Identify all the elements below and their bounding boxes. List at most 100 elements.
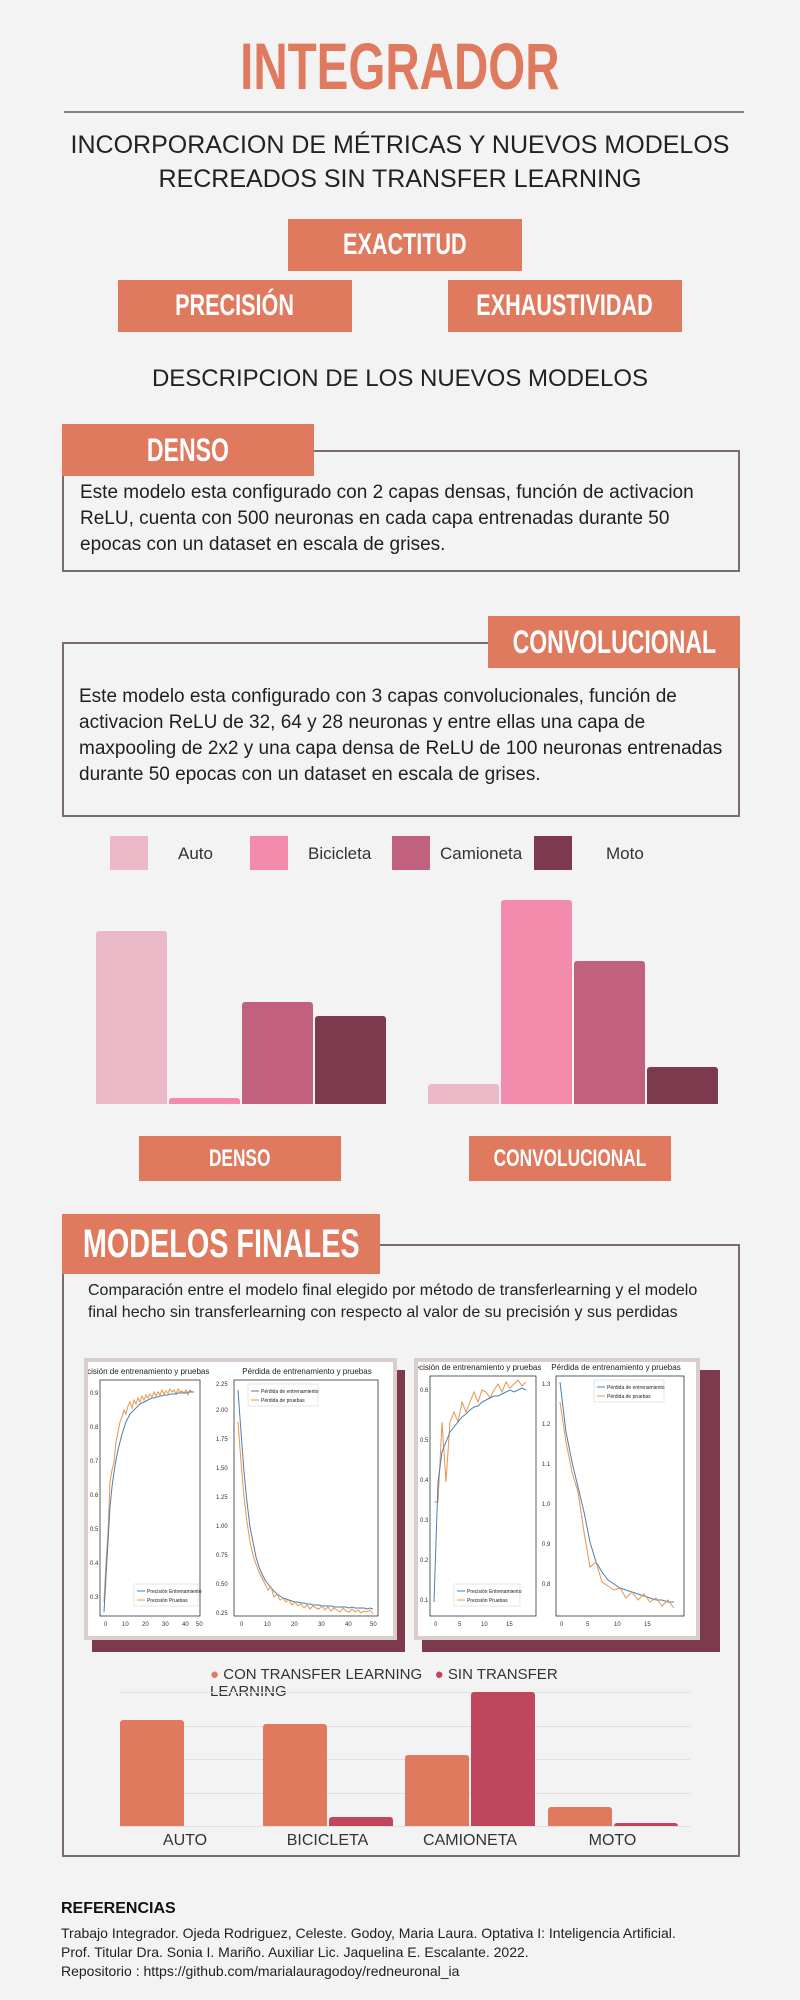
- loss2-xtick-0: 0: [560, 1622, 564, 1628]
- loss-xtick-10: 10: [264, 1622, 271, 1628]
- acc-tick-0-6: 0.6: [90, 1493, 99, 1499]
- convolucional-label: CONVOLUCIONAL: [488, 616, 740, 668]
- loss2-xtick-5: 5: [586, 1622, 590, 1628]
- loss2-legend-box: [593, 1379, 665, 1403]
- acc2-legend-box: [453, 1583, 521, 1607]
- modelos-finales-description: Comparación entre el modelo final elegid…: [88, 1282, 698, 1321]
- loss-xtick-30: 30: [318, 1622, 325, 1628]
- loss-legend-test: Pérdida de pruebas: [261, 1398, 305, 1404]
- legend-swatch-moto: [534, 836, 572, 870]
- loss-tick-1-50: 1.50: [216, 1466, 228, 1472]
- comparison-bar-chart: [120, 1692, 690, 1827]
- acc-tick-0-5: 0.5: [90, 1527, 99, 1533]
- loss-plot-axes-2: [555, 1375, 685, 1617]
- denso-description: Este modelo esta configurado con 2 capas…: [80, 482, 694, 555]
- acc-xtick-40: 40: [182, 1622, 189, 1628]
- comparison-category-auto: AUTO: [162, 1832, 208, 1849]
- loss2-xtick-15: 15: [644, 1622, 651, 1628]
- legend-label-bicicleta: Bicicleta: [308, 844, 372, 863]
- acc-legend-box: [133, 1583, 199, 1607]
- loss-test-line: [237, 1421, 374, 1615]
- loss-xtick-0: 0: [240, 1622, 244, 1628]
- loss2-tick-0-8: 0.8: [542, 1582, 551, 1588]
- loss-tick-0-75: 0.75: [216, 1553, 228, 1559]
- acc-plot-axes-2: [429, 1375, 537, 1617]
- convolucional-chart-label: CONVOLUCIONAL: [469, 1136, 671, 1181]
- acc-legend-test: Precisión Pruebas: [147, 1598, 188, 1604]
- convolucional-bar-bicicleta: [501, 900, 572, 1104]
- acc-tick-0-3: 0.3: [90, 1595, 99, 1601]
- acc-xtick-20: 20: [142, 1622, 149, 1628]
- plot-panel-no-transfer: Precisión de entrenamiento y pruebas Pér…: [407, 1358, 700, 1640]
- comparison-bar-camioneta-sin: [471, 1692, 535, 1826]
- comparison-category-moto: MOTO: [588, 1832, 637, 1849]
- comparison-legend: ● CON TRANSFER LEARNING ● SIN TRANSFER L…: [210, 1666, 610, 1700]
- loss2-train-line: [559, 1381, 674, 1603]
- legend-label-sin: SIN TRANSFER LEARNING: [210, 1666, 558, 1700]
- comparison-categories: AUTO BICICLETA CAMIONETA MOTO: [120, 1832, 690, 1854]
- title-divider: [64, 111, 744, 113]
- metric-exhaustividad: EXHAUSTIVIDAD: [448, 280, 682, 332]
- loss-tick-1-00: 1.00: [216, 1524, 228, 1530]
- denso-bar-moto: [315, 1016, 386, 1104]
- acc2-xtick-15: 15: [506, 1622, 513, 1628]
- convolucional-card: [62, 642, 740, 817]
- loss-xtick-50: 50: [370, 1622, 377, 1628]
- comparison-category-bicicleta: BICICLETA: [286, 1832, 369, 1849]
- loss-legend-box: [247, 1383, 319, 1407]
- comparison-bar-moto-con: [547, 1807, 612, 1826]
- acc2-tick-0-4: 0.4: [420, 1478, 429, 1484]
- metric-exactitud: EXACTITUD: [288, 219, 522, 271]
- comparison-bar-camioneta-con: [405, 1754, 469, 1826]
- convolucional-bar-auto: [428, 1083, 499, 1104]
- modelos-finales-card: [62, 1244, 740, 1857]
- denso-card: [62, 450, 740, 572]
- loss2-xtick-10: 10: [614, 1622, 621, 1628]
- denso-bar-camioneta: [242, 1002, 313, 1104]
- acc-legend-train: Precisión Entrenamiento: [147, 1589, 202, 1595]
- loss2-tick-0-9: 0.9: [542, 1542, 551, 1548]
- loss2-tick-1-3: 1.3: [542, 1382, 551, 1388]
- section-title: DESCRIPCION DE LOS NUEVOS MODELOS: [151, 365, 649, 392]
- references-body: Trabajo Integrador. Ojeda Rodriguez, Cel…: [61, 1924, 781, 1981]
- page-title: INTEGRADOR: [240, 29, 560, 103]
- loss2-tick-1-2: 1.2: [542, 1422, 551, 1428]
- comparison-bar-auto-con: [120, 1720, 184, 1826]
- loss-tick-1-75: 1.75: [216, 1437, 228, 1443]
- legend-label-moto: Moto: [606, 844, 644, 863]
- acc-plot-title-2: Precisión de entrenamiento y pruebas: [418, 1363, 541, 1372]
- acc2-test-line: [434, 1379, 527, 1503]
- acc2-legend-test: Precisión Pruebas: [467, 1598, 508, 1604]
- acc-plot-axes: [99, 1379, 201, 1617]
- references-heading: REFERENCIAS: [61, 1900, 176, 1917]
- legend-label-auto: Auto: [178, 844, 213, 863]
- acc2-tick-0-5: 0.5: [420, 1438, 429, 1444]
- denso-bar-bicicleta: [169, 1097, 240, 1104]
- subtitle: INCORPORACION DE MÉTRICAS Y NUEVOS MODEL…: [60, 128, 740, 196]
- acc-tick-0-7: 0.7: [90, 1459, 99, 1465]
- loss-plot-axes: [233, 1379, 379, 1617]
- loss-tick-0-50: 0.50: [216, 1582, 228, 1588]
- loss-tick-0-25: 0.25: [216, 1611, 228, 1617]
- acc2-tick-0-2: 0.2: [420, 1558, 429, 1564]
- loss-tick-2-00: 2.00: [216, 1408, 228, 1414]
- acc2-legend-train: Precisión Entrenamiento: [467, 1589, 522, 1595]
- loss2-legend-test: Pérdida de pruebas: [607, 1394, 651, 1400]
- acc-tick-0-9: 0.9: [90, 1391, 99, 1397]
- legend-dot-con: ●: [210, 1666, 220, 1683]
- loss-train-line: [237, 1389, 374, 1610]
- acc-test-line: [103, 1387, 194, 1603]
- legend-label-con: CON TRANSFER LEARNING: [223, 1666, 423, 1683]
- legend-swatch-bicicleta: [250, 836, 288, 870]
- reference-line-2: Prof. Titular Dra. Sonia I. Mariño. Auxi…: [61, 1944, 529, 1960]
- loss-plot-title: Pérdida de entrenamiento y pruebas: [242, 1367, 371, 1376]
- acc-tick-0-4: 0.4: [90, 1561, 99, 1567]
- loss-xtick-40: 40: [345, 1622, 352, 1628]
- acc2-xtick-0: 0: [434, 1622, 438, 1628]
- acc-xtick-10: 10: [122, 1622, 129, 1628]
- acc2-tick-0-6: 0.6: [420, 1388, 429, 1394]
- acc2-xtick-5: 5: [458, 1622, 462, 1628]
- loss2-tick-1-1: 1.1: [542, 1462, 551, 1468]
- comparison-gridline: [120, 1826, 690, 1827]
- convolucional-bar-chart: [428, 900, 718, 1104]
